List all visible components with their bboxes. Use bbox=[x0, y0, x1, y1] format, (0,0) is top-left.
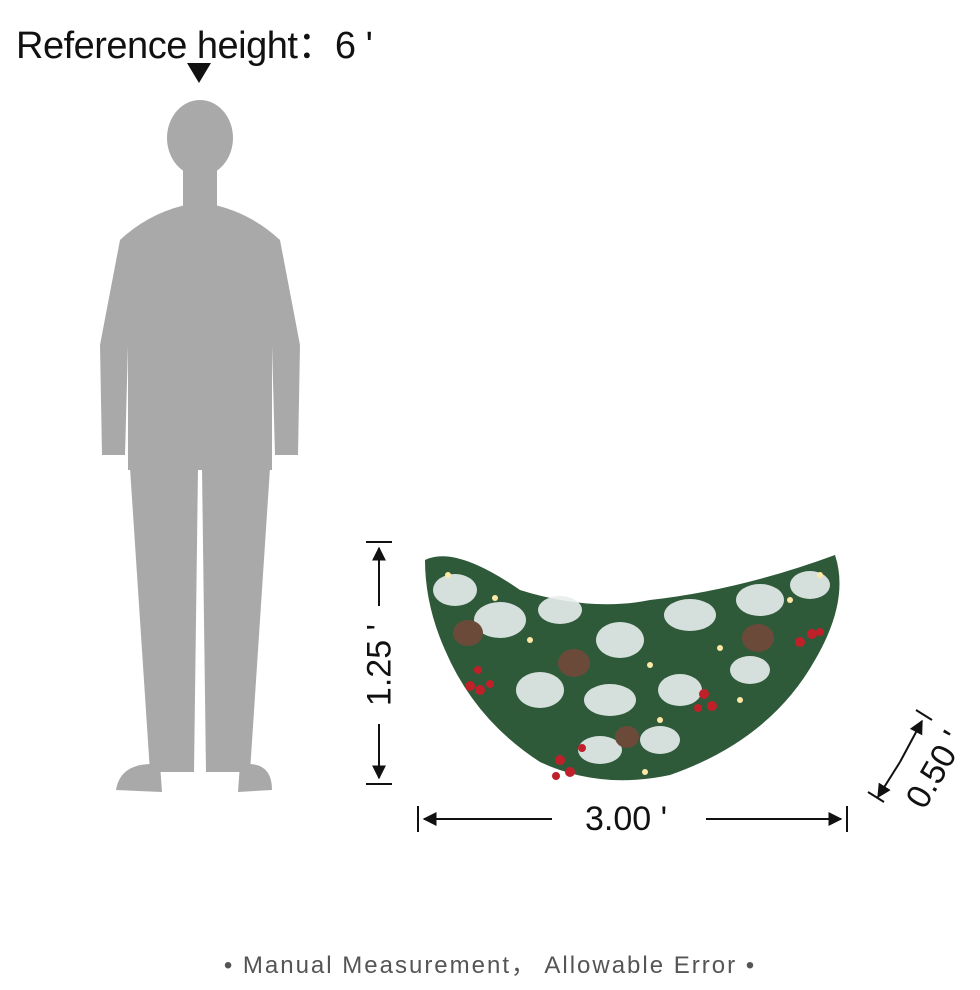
height-dimension bbox=[366, 541, 392, 785]
width-dimension-label: 3.00 ' bbox=[585, 800, 668, 838]
reference-height-title: Reference height：6 ' bbox=[16, 14, 373, 69]
person-silhouette bbox=[100, 100, 300, 792]
height-dimension-label: 1.25 ' bbox=[360, 623, 399, 707]
width-dimension bbox=[417, 806, 848, 832]
reference-height-label: Reference height： bbox=[16, 25, 335, 67]
depth-dimension bbox=[867, 709, 933, 803]
reference-height-value: 6 ' bbox=[334, 25, 373, 67]
swag-garland bbox=[425, 555, 840, 781]
triangle-down-icon bbox=[187, 63, 211, 83]
measurement-note: • Manual Measurement， Allowable Error • bbox=[223, 952, 757, 979]
